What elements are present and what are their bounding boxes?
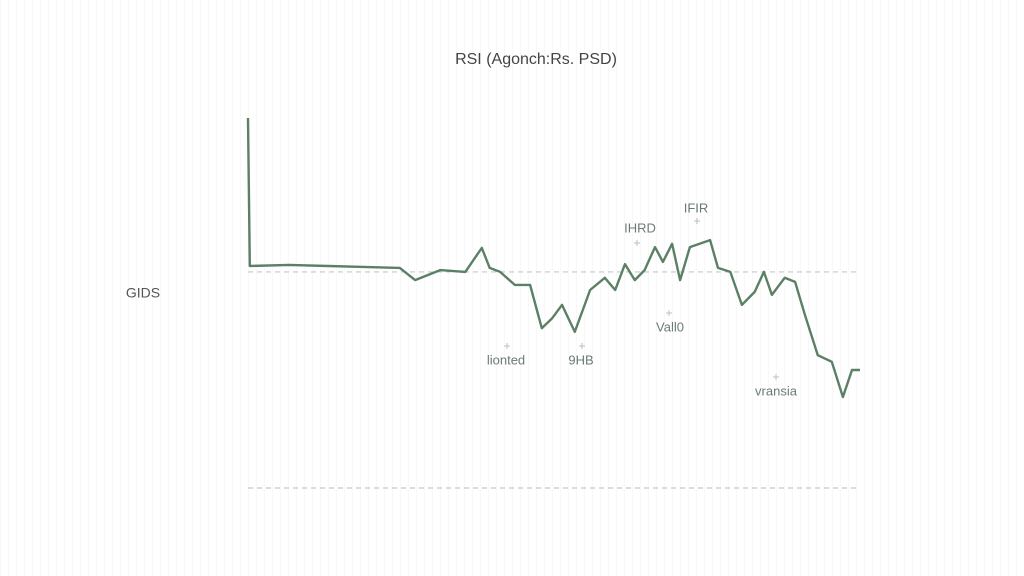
annotation-marker <box>666 310 672 316</box>
annotation: vransia <box>755 383 798 398</box>
line <box>246 117 860 399</box>
annotation-marker <box>773 374 779 380</box>
chart-title: RSI (Agonch:Rs. PSD) <box>455 51 617 68</box>
annotation-marker <box>504 343 510 349</box>
annotation: IFIR <box>684 200 709 215</box>
annotation-marker <box>634 240 640 246</box>
annotation: IHRD <box>624 220 656 235</box>
annotation: lionted <box>487 352 525 367</box>
annotation: Vall0 <box>656 319 684 334</box>
annotation-marker <box>694 218 700 224</box>
annotation: 9HB <box>568 352 593 367</box>
annotation-marker <box>579 343 585 349</box>
y-axis-label: GIDS <box>126 285 160 301</box>
